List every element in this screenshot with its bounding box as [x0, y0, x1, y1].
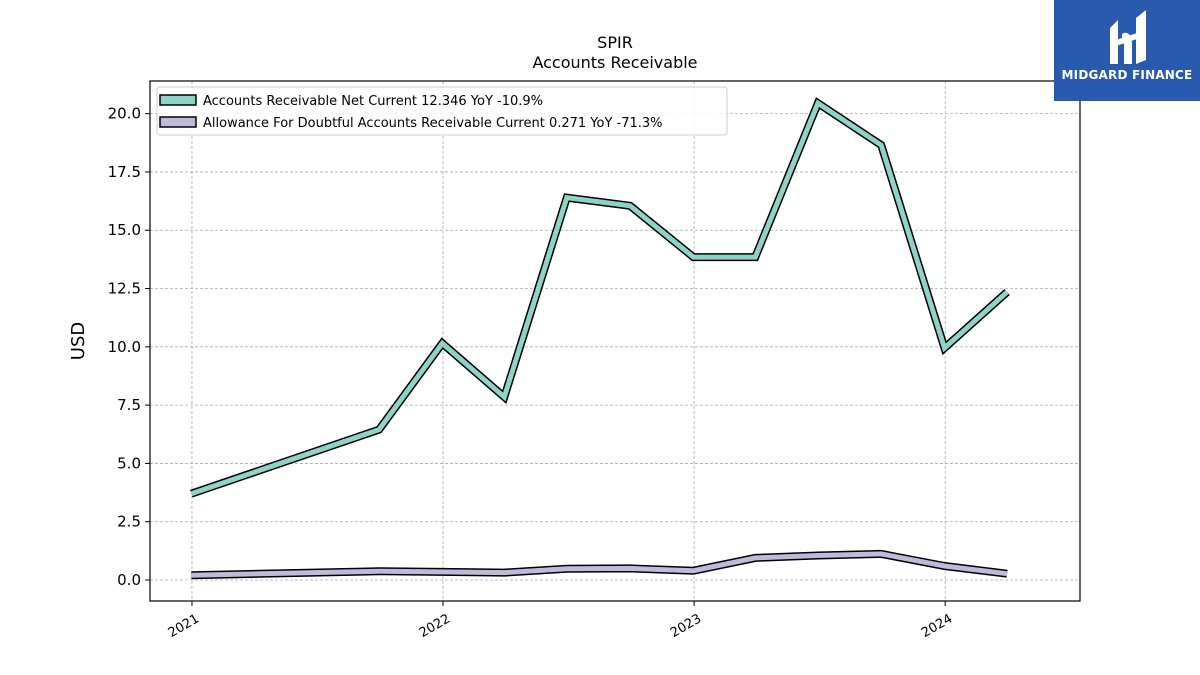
brand-logo: MIDGARD FINANCE [1054, 0, 1200, 101]
y-axis-label: USD [68, 322, 89, 360]
logo-text: MIDGARD FINANCE [1061, 68, 1193, 82]
legend-box [156, 86, 728, 136]
x-axis: 2021 2022 2023 2024 [166, 601, 955, 641]
series-group [190, 97, 1010, 580]
y-tick-label: 5.0 [117, 454, 141, 472]
legend: Accounts Receivable Net Current 12.346 Y… [156, 86, 728, 136]
series-line-1 [191, 551, 1008, 578]
legend-swatch-1 [159, 116, 197, 128]
logo-mark-icon [1110, 10, 1146, 64]
y-axis: 0.0 2.5 5.0 7.5 10.0 12.5 15.0 17.5 20.0 [108, 105, 150, 589]
chart-title: SPIR [597, 33, 633, 52]
chart-subtitle: Accounts Receivable [532, 53, 697, 72]
legend-label-1: Allowance For Doubtful Accounts Receivab… [203, 116, 663, 131]
y-tick-label: 15.0 [108, 221, 141, 239]
x-tick-label: 2024 [919, 611, 955, 641]
y-tick-label: 12.5 [108, 280, 141, 298]
y-tick-label: 7.5 [117, 396, 141, 414]
y-tick-label: 0.0 [117, 571, 141, 589]
legend-swatch-0 [159, 94, 197, 106]
x-tick-label: 2022 [417, 611, 453, 641]
x-tick-label: 2023 [668, 611, 704, 641]
y-tick-label: 2.5 [117, 513, 141, 531]
plot-frame [149, 80, 1081, 602]
y-tick-label: 17.5 [108, 163, 141, 181]
y-tick-label: 20.0 [108, 105, 141, 123]
y-tick-label: 10.0 [108, 338, 141, 356]
x-tick-label: 2021 [166, 611, 202, 641]
series-line-0 [190, 99, 1009, 497]
legend-label-0: Accounts Receivable Net Current 12.346 Y… [203, 94, 543, 109]
